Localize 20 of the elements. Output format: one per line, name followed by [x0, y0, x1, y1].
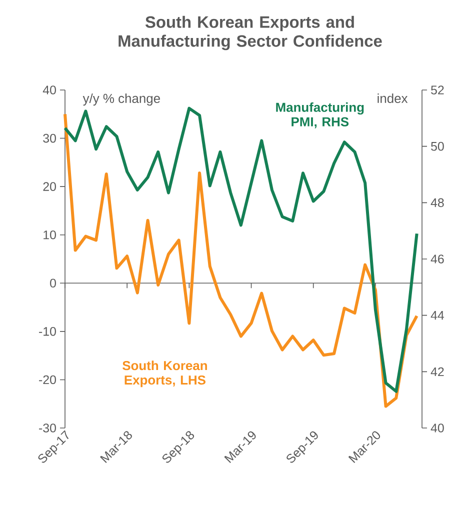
- y-tick-label: 30: [43, 134, 56, 143]
- y-tick-label: 0: [50, 278, 56, 288]
- y2-tick-label: 42: [430, 367, 444, 376]
- y-tick-label: 20: [43, 182, 56, 191]
- text: South Korean Exports, LHS: [122, 360, 207, 388]
- y-tick-label: 40: [42, 86, 56, 94]
- y2-tick-label: 40: [430, 424, 444, 432]
- y-tick-label: -20: [39, 375, 56, 384]
- y2-tick-label: 46: [430, 254, 444, 264]
- y-tick-label: -30: [39, 424, 56, 432]
- y-tick-label: 10: [44, 230, 56, 240]
- y2-tick-label: 52: [431, 86, 444, 94]
- y-axis-title: y/y % change: [82, 94, 160, 106]
- y-tick-label: -10: [39, 327, 56, 336]
- y2-tick-label: 50: [431, 142, 444, 151]
- series-label: Manufacturing PMI, RHS: [276, 102, 364, 128]
- chart-title: South Korean Exports and Manufacturing Sector Confidence: [118, 16, 382, 50]
- y2-axis-title: index: [378, 94, 408, 104]
- y2-tick-label: 44: [430, 311, 444, 320]
- y2-tick-label: 48: [430, 198, 444, 208]
